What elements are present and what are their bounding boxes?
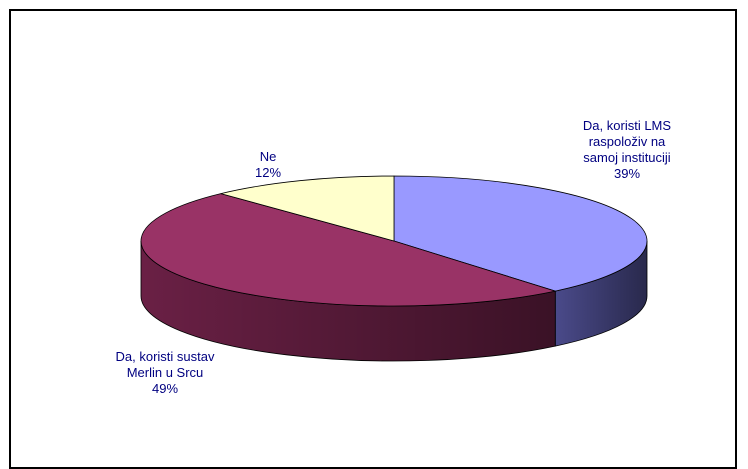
pie-tops	[140, 175, 648, 307]
slice-0-label-line-1: raspoloživ na	[589, 134, 666, 149]
pie-slice-1	[140, 193, 557, 307]
pie-slice-2	[220, 175, 395, 242]
slice-1-percent-label: 49%	[152, 381, 178, 396]
slice-2-label-line-0: Ne	[260, 149, 277, 164]
slice-0-percent-label: 39%	[614, 166, 640, 181]
slice-1-label-line-1: Merlin u Srcu	[127, 365, 204, 380]
slice-1-label-line-0: Da, koristi sustav	[116, 349, 215, 364]
slice-0-label-line-0: Da, koristi LMS	[583, 118, 671, 133]
pie-side-shade-0	[555, 241, 647, 347]
pie-sides	[140, 240, 648, 362]
slice-0-label-line-2: samoj instituciji	[583, 150, 671, 165]
slice-2-percent-label: 12%	[255, 165, 281, 180]
pie-side-shade-1	[141, 241, 556, 361]
pie-slice-0	[393, 175, 648, 292]
